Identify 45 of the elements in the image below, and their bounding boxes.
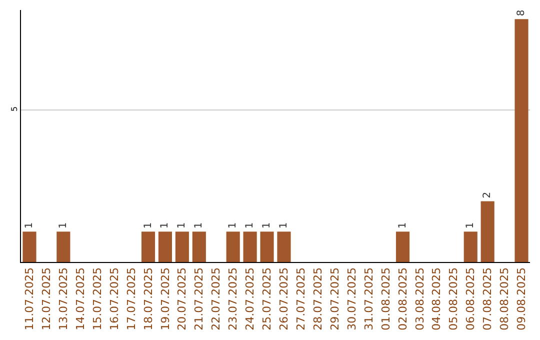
data-label: 1 <box>24 222 35 229</box>
x-tick-label: 19.07.2025 <box>158 267 172 330</box>
x-tick-label: 25.07.2025 <box>260 267 274 330</box>
data-label: 1 <box>160 222 171 229</box>
data-label: 1 <box>194 222 205 229</box>
data-label: 1 <box>142 222 154 229</box>
data-label: 8 <box>516 10 528 16</box>
data-label: 1 <box>58 222 69 229</box>
x-tick-label: 20.07.2025 <box>176 267 189 330</box>
x-tick-label: 08.08.2025 <box>498 267 512 330</box>
y-tick-label: 5 <box>10 106 19 112</box>
data-label: 1 <box>244 222 256 229</box>
data-label: 1 <box>397 222 408 229</box>
x-tick-label: 27.07.2025 <box>294 267 308 330</box>
x-tick-label: 22.07.2025 <box>210 267 223 330</box>
x-tick-label: 09.08.2025 <box>515 267 528 330</box>
x-tick-label: 04.08.2025 <box>430 267 444 330</box>
x-tick-label: 11.07.2025 <box>23 267 36 330</box>
x-tick-label: 07.08.2025 <box>481 267 494 330</box>
x-tick-label: 01.08.2025 <box>379 267 392 330</box>
x-tick-label: 17.07.2025 <box>124 267 138 330</box>
x-tick-label: 30.07.2025 <box>345 267 358 330</box>
x-tick-label: 06.08.2025 <box>464 267 478 330</box>
x-tick-label: 18.07.2025 <box>142 267 155 330</box>
data-label: 1 <box>262 222 273 229</box>
x-tick-label: 23.07.2025 <box>226 267 240 330</box>
data-label: 1 <box>465 222 476 229</box>
x-tick-label: 03.08.2025 <box>413 267 426 330</box>
data-label: 1 <box>176 222 188 229</box>
x-tick-label: 28.07.2025 <box>311 267 324 330</box>
x-tick-label: 16.07.2025 <box>108 267 121 330</box>
x-tick-label: 12.07.2025 <box>40 267 54 330</box>
x-tick-label: 02.08.2025 <box>396 267 410 330</box>
x-tick-label: 31.07.2025 <box>362 267 376 330</box>
x-tick-label: 29.07.2025 <box>328 267 342 330</box>
x-tick-label: 14.07.2025 <box>74 267 87 330</box>
x-tick-label: 21.07.2025 <box>192 267 206 330</box>
x-tick-label: 24.07.2025 <box>244 267 257 330</box>
data-label: 2 <box>482 192 494 198</box>
data-label: 1 <box>228 222 239 229</box>
x-tick-label: 13.07.2025 <box>56 267 70 330</box>
x-tick-label: 26.07.2025 <box>278 267 291 330</box>
x-tick-label: 15.07.2025 <box>90 267 104 330</box>
data-label: 1 <box>278 222 290 229</box>
x-tick-label: 05.08.2025 <box>447 267 460 330</box>
